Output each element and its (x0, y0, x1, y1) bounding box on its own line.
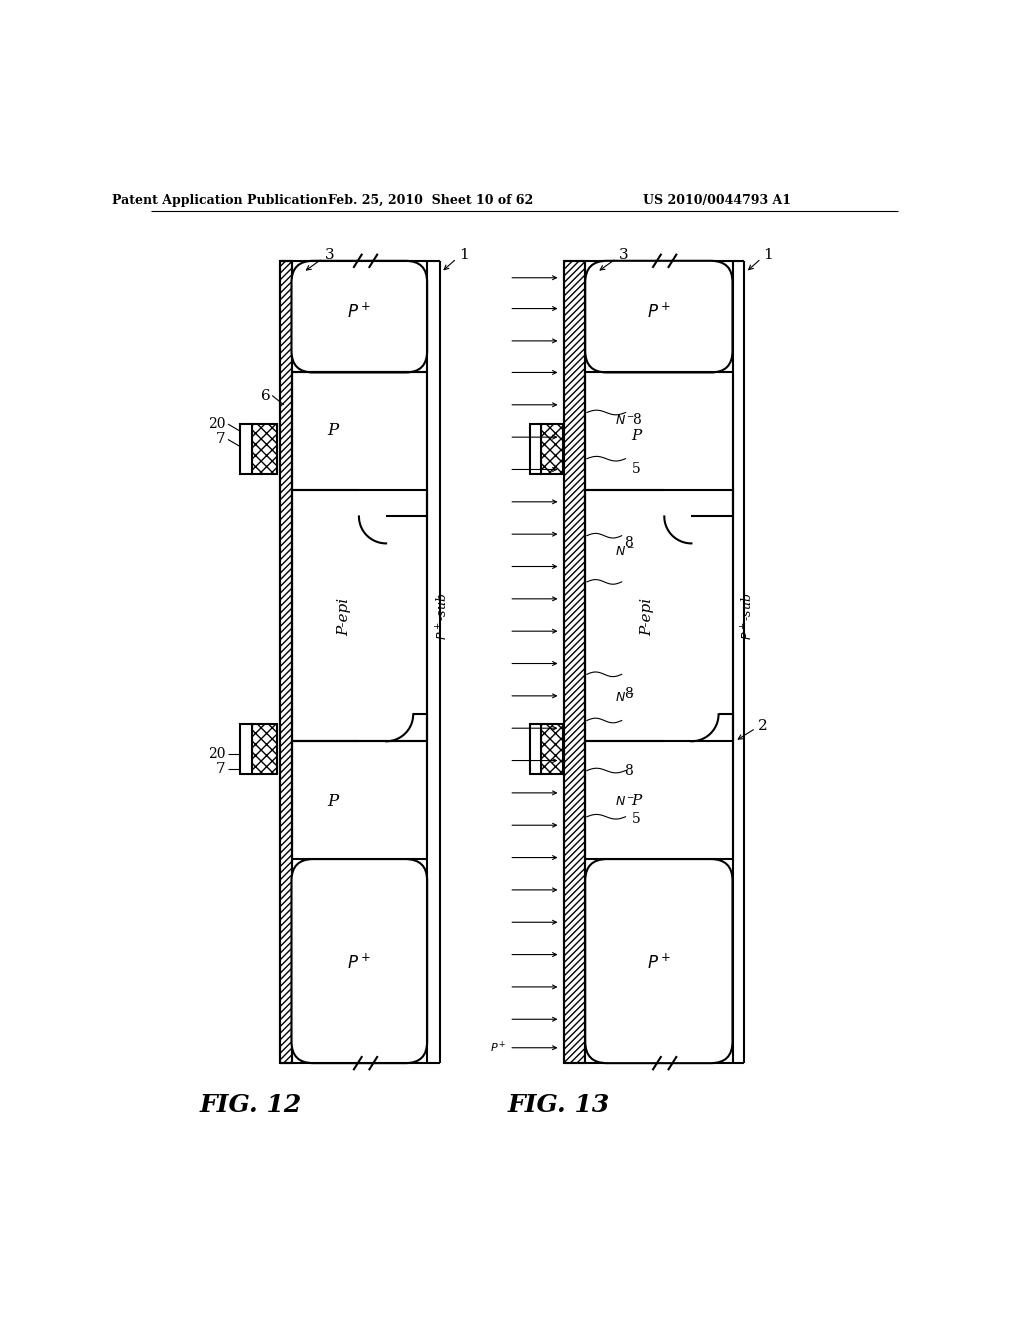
Text: 20: 20 (208, 747, 225, 760)
Bar (240, 725, 252, 775)
Text: 8: 8 (624, 536, 633, 550)
FancyBboxPatch shape (292, 859, 427, 1063)
Text: 8: 8 (624, 763, 633, 777)
Text: $N^-$: $N^-$ (614, 413, 635, 426)
Text: 8: 8 (624, 686, 633, 701)
Bar (541, 424, 563, 474)
Text: $P^+$: $P^+$ (647, 953, 671, 973)
Text: 3: 3 (325, 248, 335, 263)
Bar (530, 725, 541, 775)
Bar (530, 424, 541, 474)
Text: $P^+$-sub: $P^+$-sub (740, 593, 756, 640)
Text: P: P (631, 429, 641, 442)
FancyBboxPatch shape (586, 261, 732, 372)
FancyBboxPatch shape (292, 261, 427, 372)
FancyBboxPatch shape (586, 859, 732, 1063)
Text: P-epi: P-epi (337, 598, 351, 636)
Text: 8: 8 (632, 413, 640, 428)
Text: $P^+$-sub: $P^+$-sub (435, 593, 451, 640)
Text: $P^+$: $P^+$ (347, 953, 372, 973)
Text: FIG. 12: FIG. 12 (200, 1093, 301, 1118)
Text: 7: 7 (216, 433, 225, 446)
Bar (252, 725, 276, 775)
Bar (240, 424, 252, 474)
Text: 20: 20 (208, 417, 225, 432)
Text: P: P (631, 795, 641, 808)
Text: $N^-$: $N^-$ (614, 545, 635, 557)
Text: 1: 1 (459, 248, 469, 263)
Text: 7: 7 (216, 762, 225, 776)
Text: Patent Application Publication: Patent Application Publication (112, 194, 328, 207)
Text: 2: 2 (758, 719, 768, 733)
Bar (541, 725, 563, 775)
Text: P: P (328, 422, 339, 440)
Text: $N^-$: $N^-$ (614, 795, 635, 808)
Text: Feb. 25, 2010  Sheet 10 of 62: Feb. 25, 2010 Sheet 10 of 62 (328, 194, 532, 207)
Text: 5: 5 (632, 812, 640, 826)
Text: 5: 5 (632, 462, 640, 475)
Text: $N^-$: $N^-$ (614, 690, 635, 704)
Text: $P^+$: $P^+$ (647, 302, 671, 322)
Text: P-epi: P-epi (640, 598, 654, 636)
Bar (564, 261, 586, 1063)
Text: 3: 3 (618, 248, 628, 263)
Text: US 2010/0044793 A1: US 2010/0044793 A1 (643, 194, 791, 207)
Text: FIG. 13: FIG. 13 (508, 1093, 610, 1118)
Bar (280, 261, 292, 1063)
Text: $P^+$: $P^+$ (490, 1040, 507, 1056)
Text: 6: 6 (261, 388, 270, 403)
Text: 1: 1 (764, 248, 773, 263)
Text: P: P (328, 793, 339, 810)
Bar (252, 424, 276, 474)
Text: $P^+$: $P^+$ (347, 302, 372, 322)
